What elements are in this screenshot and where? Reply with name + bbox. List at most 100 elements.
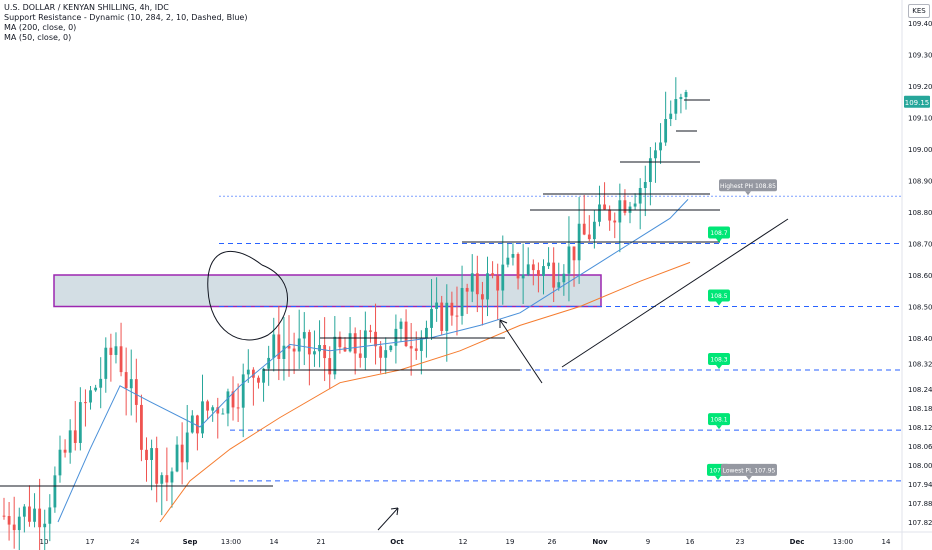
- x-tick-label: 26: [548, 538, 557, 546]
- currency-button[interactable]: KES: [908, 4, 930, 18]
- candle-body: [531, 264, 535, 271]
- candle-body: [435, 302, 439, 309]
- y-tick-label: 108.18: [908, 405, 932, 413]
- level-tag: 108.3: [708, 353, 730, 369]
- candle-body: [155, 448, 159, 484]
- candle-body: [613, 220, 617, 223]
- legend-symbol-title: U.S. DOLLAR / KENYAN SHILLING, 4h, IDC: [4, 3, 169, 12]
- candle-body: [384, 350, 388, 358]
- arrow-head: [499, 319, 508, 328]
- lowest-pl-tag-pointer: [746, 475, 752, 480]
- level-tag-label: 108.5: [710, 293, 727, 300]
- candle-body: [526, 264, 530, 275]
- level-tag-label: 108.7: [710, 230, 727, 237]
- candle-body: [598, 204, 601, 222]
- candle-body: [323, 345, 327, 359]
- candle-body: [455, 315, 459, 317]
- candle-body: [511, 254, 515, 258]
- candle-body: [190, 415, 194, 433]
- y-tick-label: 108.40: [908, 335, 932, 343]
- candle-body: [430, 308, 433, 328]
- y-tick-label: 109.30: [908, 52, 932, 60]
- candle-body: [409, 346, 413, 349]
- level-tag-pointer: [716, 425, 722, 430]
- arrow-line: [499, 319, 543, 384]
- candle-body: [679, 97, 683, 100]
- level-tag-box: [708, 413, 730, 426]
- candle-body: [358, 353, 362, 358]
- consolidation-zone: [53, 274, 602, 308]
- y-tick-label: 109.10: [908, 115, 932, 123]
- candle-body: [486, 273, 489, 300]
- candle-body: [307, 332, 311, 355]
- x-tick-label: 10: [40, 538, 49, 546]
- candle-body: [180, 444, 184, 463]
- y-tick-label: 108.50: [908, 304, 932, 312]
- y-tick-label: 107.88: [908, 500, 932, 508]
- x-tick-label: 23: [736, 538, 745, 546]
- level-tag-box: [708, 226, 730, 239]
- candle-body: [63, 449, 67, 453]
- candle-body: [348, 333, 352, 352]
- level-tag: 108.7: [708, 226, 730, 243]
- candle-body: [450, 302, 454, 316]
- candle-body: [363, 330, 367, 358]
- candle-body: [353, 333, 357, 354]
- x-tick-label: Oct: [390, 538, 404, 546]
- y-tick-label: 108.12: [908, 424, 932, 432]
- candle-body: [379, 346, 383, 358]
- level-tag-box: [708, 353, 730, 365]
- candle-body: [419, 337, 423, 351]
- candle-body: [129, 379, 133, 389]
- candle-body: [470, 273, 474, 292]
- candle-body: [216, 407, 220, 414]
- candle-body: [374, 331, 377, 347]
- y-tick-label: 108.70: [908, 241, 932, 249]
- candle-body: [53, 475, 57, 508]
- candle-body: [399, 321, 403, 329]
- level-tag-pointer: [715, 475, 721, 480]
- x-tick-label: 19: [506, 538, 515, 546]
- x-tick-label: 14: [882, 538, 891, 546]
- candle-body: [78, 402, 82, 443]
- candle-body: [170, 471, 174, 483]
- candle-body: [84, 402, 87, 404]
- candle-body: [465, 287, 469, 292]
- candle-body: [608, 209, 612, 221]
- candle-body: [196, 415, 199, 434]
- candle-body: [445, 302, 449, 331]
- candle-body: [659, 142, 662, 151]
- candle-body: [226, 391, 230, 414]
- x-tick-label: 16: [686, 538, 695, 546]
- candle-body: [542, 266, 545, 276]
- x-tick-label: 24: [131, 538, 140, 546]
- chart-legend: U.S. DOLLAR / KENYAN SHILLING, 4h, IDC S…: [4, 3, 247, 43]
- highest-ph-tag-pointer: [745, 191, 751, 196]
- candle-body: [12, 524, 16, 531]
- candle-body: [547, 262, 550, 267]
- y-tick-label: 108.06: [908, 443, 932, 451]
- candle-body: [277, 334, 281, 359]
- x-tick-label: 21: [317, 538, 326, 546]
- candle-body: [521, 274, 525, 279]
- candle-body: [333, 336, 337, 375]
- ma50-line: [57, 199, 689, 523]
- candle-body: [394, 328, 398, 346]
- candle-body: [241, 374, 245, 408]
- candle-body: [211, 407, 215, 411]
- candle-body: [89, 390, 92, 403]
- x-tick-label: 13:00: [221, 538, 241, 546]
- x-tick-label: Sep: [183, 538, 198, 546]
- candle-body: [618, 200, 622, 223]
- y-tick-label: 108.80: [908, 209, 932, 217]
- candle-body: [175, 444, 179, 472]
- candle-body: [58, 449, 62, 476]
- legend-indicator-sr: Support Resistance - Dynamic (10, 284, 2…: [4, 13, 248, 22]
- last-price-label: 109.15: [905, 99, 930, 107]
- candle-body: [491, 273, 494, 276]
- candle-body: [654, 150, 657, 159]
- level-tag-pointer: [716, 301, 722, 306]
- candle-body: [236, 407, 240, 409]
- candle-body: [664, 118, 668, 143]
